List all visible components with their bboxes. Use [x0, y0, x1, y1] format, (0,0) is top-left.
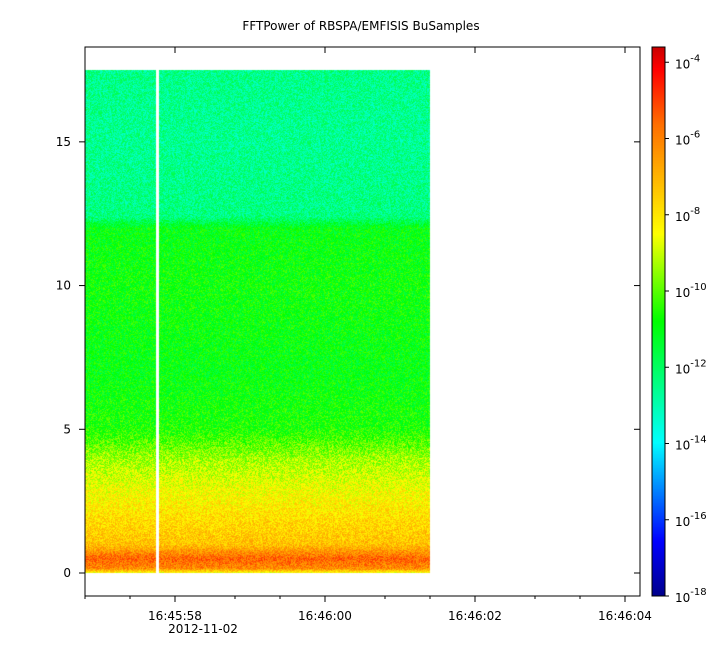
- colorbar-ticks: 10-4 10-6 10-8 10-10 10-12 10-14 10-16 10-18: [665, 53, 707, 605]
- y-tick-label: 5: [63, 422, 71, 436]
- colorbar-tick-label: 10-8: [675, 206, 700, 224]
- x-tick-label: 16:46:04: [598, 609, 652, 623]
- colorbar-frame: [651, 46, 666, 597]
- x-axis: 16:45:58 16:46:00 16:46:02 16:46:04: [84, 47, 652, 623]
- colorbar-gradient: [652, 47, 665, 596]
- colorbar-tick-label: 10-18: [675, 587, 707, 605]
- colorbar-tick-label: 10-10: [675, 282, 707, 300]
- x-tick-label: 16:46:00: [298, 609, 352, 623]
- plot-area: [84, 46, 641, 597]
- x-tick-label: 16:46:02: [448, 609, 502, 623]
- y-tick-label: 10: [56, 279, 71, 293]
- spectrogram-image: [85, 47, 640, 596]
- y-tick-label: 0: [63, 566, 71, 580]
- colorbar-tick-label: 10-6: [675, 130, 700, 148]
- y-tick-label: 15: [56, 135, 71, 149]
- colorbar-tick-label: 10-16: [675, 511, 707, 529]
- plot-frame: [84, 46, 641, 597]
- colorbar-tick-label: 10-4: [675, 53, 700, 71]
- colorbar-tick-label: 10-12: [675, 358, 707, 376]
- colorbar-tick-label: 10-14: [675, 435, 707, 453]
- x-tick-label: 16:45:58: [148, 609, 202, 623]
- x-axis-date-label: 2012-11-02: [168, 622, 238, 636]
- y-axis: 0 5 10 15: [56, 135, 640, 580]
- chart-title: FFTPower of RBSPA/EMFISIS BuSamples: [242, 19, 479, 33]
- colorbar: 10-4 10-6 10-8 10-10 10-12 10-14 10-16 10-18: [651, 46, 707, 605]
